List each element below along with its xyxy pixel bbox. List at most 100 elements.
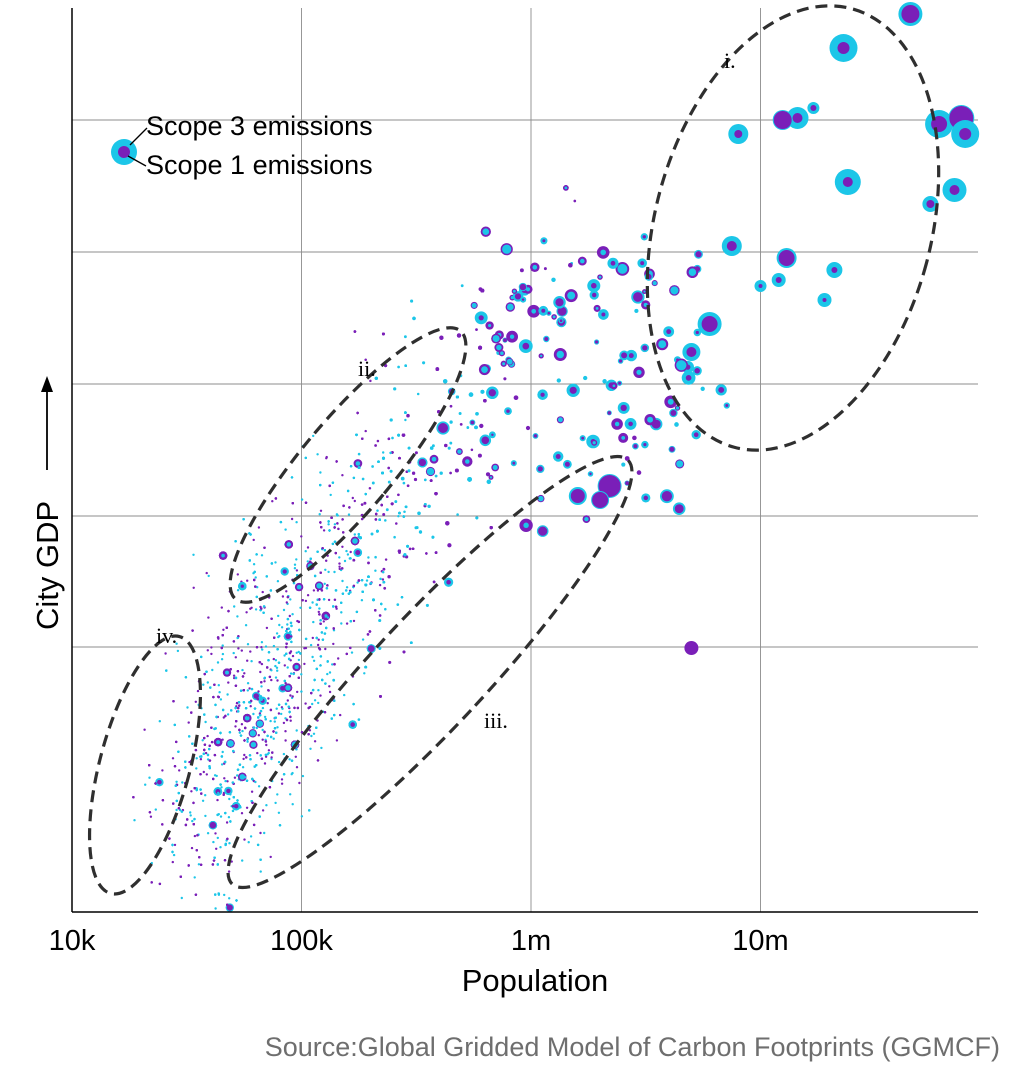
city-point-419-marker xyxy=(277,712,281,715)
city-point-2237-marker xyxy=(313,574,317,578)
city-point-67 xyxy=(275,707,278,710)
city-point-360 xyxy=(356,581,359,584)
city-point-230-marker xyxy=(276,679,279,682)
city-point-101-marker xyxy=(284,528,287,531)
city-point-145 xyxy=(257,734,260,737)
city-point-466-inner xyxy=(431,456,437,462)
city-point-2243-marker xyxy=(239,689,243,692)
city-point-173-marker xyxy=(205,571,208,575)
city-point-522-marker xyxy=(276,669,279,672)
city-point-428-marker xyxy=(283,654,286,657)
city-point-2155 xyxy=(341,592,345,595)
city-point-3-inner xyxy=(250,742,257,748)
city-point-2354 xyxy=(342,504,345,508)
city-point-223-marker xyxy=(312,620,315,624)
city-point-115 xyxy=(334,589,338,592)
city-point-58 xyxy=(343,693,346,697)
city-point-459 xyxy=(309,747,312,750)
city-point-2382-marker xyxy=(349,465,353,468)
city-point-127 xyxy=(384,519,387,522)
city-point-362 xyxy=(286,699,289,702)
city-point-114-marker xyxy=(413,477,418,482)
city-point-202 xyxy=(202,770,205,774)
city-point-2422 xyxy=(256,698,259,701)
city-point-484 xyxy=(158,720,161,723)
city-point-2218 xyxy=(267,651,271,654)
city-point-2410-marker xyxy=(321,638,325,641)
city-point-169 xyxy=(249,705,252,708)
city-point-2460-marker xyxy=(285,642,288,645)
city-point-266-marker xyxy=(261,728,264,732)
city-point-4-marker xyxy=(376,509,379,512)
city-point-314-marker xyxy=(425,603,429,607)
city-point-36-marker xyxy=(344,589,348,592)
city-point-2196 xyxy=(235,720,238,723)
city-point-563 xyxy=(277,614,280,618)
city-point-368 xyxy=(338,565,341,568)
city-point-2462 xyxy=(265,575,268,578)
city-point-2251-marker xyxy=(397,549,401,553)
city-point-536-marker xyxy=(384,607,387,611)
city-point-2354-marker xyxy=(342,504,345,508)
city-point-143-marker xyxy=(175,808,178,812)
city-point-487-marker xyxy=(379,577,382,581)
city-point-2265-marker xyxy=(368,630,372,633)
city-point-38-marker xyxy=(312,659,316,662)
city-point-138-marker xyxy=(161,769,164,772)
city-point-2181-marker xyxy=(269,589,273,592)
city-point-2182 xyxy=(217,892,220,895)
city-point-472 xyxy=(155,778,164,787)
city-point-2237 xyxy=(313,574,317,578)
city-point-2461 xyxy=(228,731,232,734)
city-point-2183 xyxy=(212,695,215,699)
city-point-2427-marker xyxy=(199,788,202,791)
city-point-2295-marker xyxy=(285,652,288,655)
city-point-526-marker xyxy=(300,815,304,818)
city-point-542 xyxy=(295,521,298,524)
city-point-2238 xyxy=(563,185,569,191)
city-point-2255 xyxy=(315,581,324,590)
city-point-354 xyxy=(274,664,277,668)
city-point-2424 xyxy=(236,670,240,673)
city-point-278 xyxy=(326,672,329,676)
city-point-294-marker xyxy=(416,392,420,396)
city-point-2235-marker xyxy=(230,709,233,712)
city-point-410 xyxy=(227,870,231,873)
city-point-2401-marker xyxy=(315,603,318,606)
city-point-334 xyxy=(371,481,375,485)
city-point-2404 xyxy=(435,367,440,371)
city-point-36 xyxy=(344,589,348,592)
city-point-519-marker xyxy=(333,523,337,526)
city-point-148 xyxy=(284,681,287,685)
city-point-2372 xyxy=(346,489,350,493)
city-point-2293 xyxy=(253,765,256,768)
city-point-350-marker xyxy=(378,583,382,587)
city-point-518 xyxy=(254,780,257,784)
city-point-2401 xyxy=(315,603,318,606)
city-point-0 xyxy=(365,579,369,582)
city-point-429 xyxy=(458,412,462,415)
city-point-399 xyxy=(195,767,198,770)
city-point-2211-marker xyxy=(206,753,210,757)
city-point-2432-marker xyxy=(260,607,263,610)
city-point-2467-marker xyxy=(360,579,364,582)
city-point-209-marker xyxy=(303,662,306,666)
city-point-2352-marker xyxy=(290,476,294,479)
city-point-2202-marker xyxy=(283,679,286,683)
city-point-2443 xyxy=(208,765,211,768)
city-point-54 xyxy=(337,657,340,660)
city-point-2450-inner xyxy=(350,722,355,727)
city-point-27 xyxy=(383,586,387,590)
city-point-319-marker xyxy=(243,753,246,757)
city-point-164-marker xyxy=(289,793,292,796)
city-point-535 xyxy=(338,556,341,559)
city-point-357-marker xyxy=(226,713,230,716)
city-point-503-marker xyxy=(360,517,364,521)
city-point-456 xyxy=(322,620,325,623)
city-point-2165 xyxy=(307,733,310,736)
city-point-142-marker xyxy=(274,676,278,679)
city-point-551 xyxy=(337,527,340,531)
city-point-447-marker xyxy=(284,739,287,742)
city-point-340 xyxy=(296,690,299,694)
city-point-527-marker xyxy=(215,774,218,778)
